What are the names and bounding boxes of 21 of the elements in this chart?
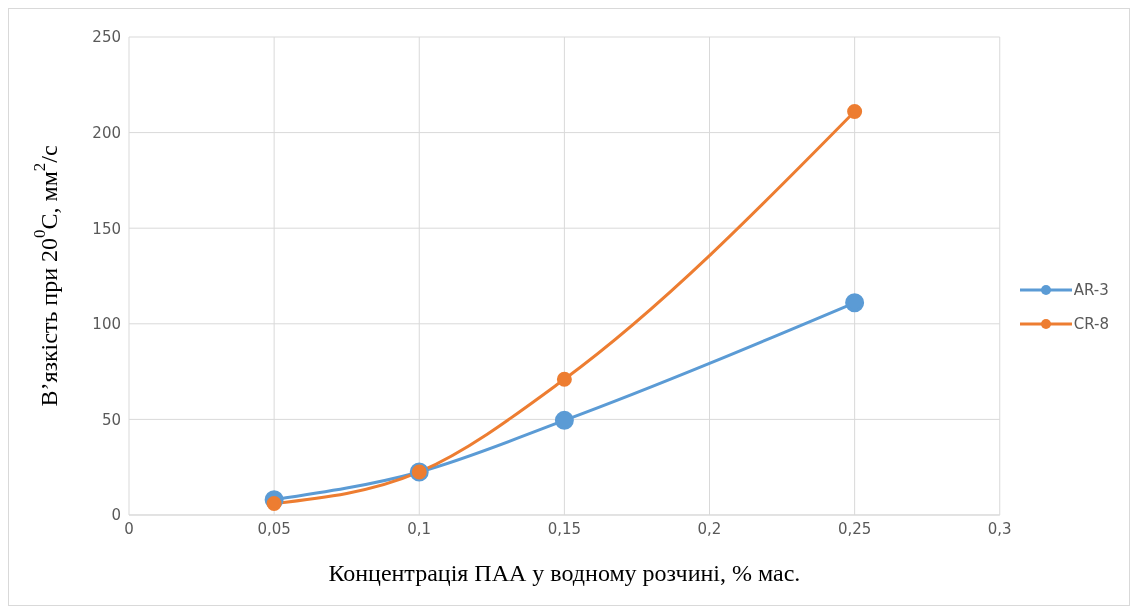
legend-label: AR-3	[1073, 280, 1109, 301]
y-tick-label: 200	[92, 123, 121, 142]
x-tick-label: 0,25	[837, 519, 872, 538]
x-tick-label: 0,3	[987, 519, 1012, 538]
x-tick-label: 0,15	[547, 519, 582, 538]
x-axis-title: Концентрація ПАА у водному розчині, % мас.	[328, 560, 801, 586]
legend-label: CR-8	[1073, 314, 1109, 335]
y-tick-label: 0	[111, 506, 121, 525]
x-tick-label: 0,1	[407, 519, 432, 538]
y-tick-label: 150	[92, 219, 121, 238]
point	[556, 371, 572, 387]
x-tick-label: 0,2	[697, 519, 722, 538]
y-tick-label: 50	[101, 410, 121, 429]
point	[266, 496, 282, 512]
point	[554, 410, 574, 430]
point	[845, 293, 865, 313]
x-tick-label: 0	[124, 519, 134, 538]
point	[847, 104, 863, 120]
y-tick-label: 250	[92, 28, 121, 47]
y-tick-label: 100	[92, 315, 121, 334]
x-tick-label: 0,05	[257, 519, 291, 538]
